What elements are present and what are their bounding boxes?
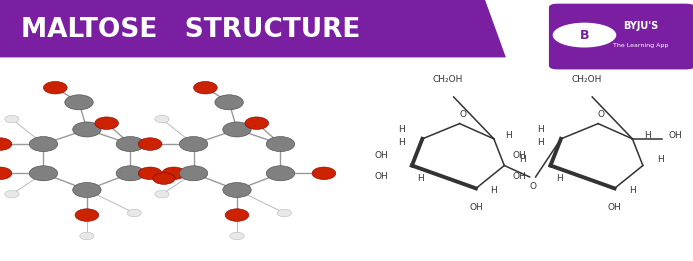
Text: OH: OH xyxy=(513,173,527,181)
Text: H: H xyxy=(556,174,563,183)
Circle shape xyxy=(193,81,218,94)
Circle shape xyxy=(222,182,252,198)
Polygon shape xyxy=(0,0,506,57)
Circle shape xyxy=(73,182,101,198)
Text: OH: OH xyxy=(469,203,483,212)
Circle shape xyxy=(29,137,58,152)
Circle shape xyxy=(139,167,162,180)
Text: H: H xyxy=(491,186,498,195)
Circle shape xyxy=(162,167,186,180)
Text: CH₂OH: CH₂OH xyxy=(571,75,602,84)
Circle shape xyxy=(277,209,292,217)
FancyBboxPatch shape xyxy=(549,4,693,69)
Text: H: H xyxy=(505,130,512,140)
Circle shape xyxy=(0,138,12,150)
Circle shape xyxy=(552,23,616,48)
Circle shape xyxy=(73,122,101,137)
Text: B: B xyxy=(580,28,589,41)
Circle shape xyxy=(266,137,295,152)
Text: O: O xyxy=(597,110,605,118)
Text: OH: OH xyxy=(668,130,682,140)
Text: OH: OH xyxy=(608,203,622,212)
Text: OH: OH xyxy=(513,151,527,161)
Text: H: H xyxy=(644,130,651,140)
Text: OH: OH xyxy=(374,151,388,161)
Circle shape xyxy=(179,137,208,152)
Circle shape xyxy=(153,173,175,184)
Text: H: H xyxy=(536,138,543,147)
Circle shape xyxy=(64,95,94,110)
Circle shape xyxy=(139,138,162,150)
Circle shape xyxy=(116,166,145,181)
Text: H: H xyxy=(519,155,525,164)
Circle shape xyxy=(80,232,94,240)
Circle shape xyxy=(155,191,169,198)
Text: H: H xyxy=(398,125,405,134)
Circle shape xyxy=(222,122,252,137)
Circle shape xyxy=(5,191,19,198)
Circle shape xyxy=(179,166,208,181)
Text: CH₂OH: CH₂OH xyxy=(432,75,463,84)
Circle shape xyxy=(230,232,244,240)
Circle shape xyxy=(312,167,335,180)
Text: OH: OH xyxy=(374,173,388,181)
Circle shape xyxy=(95,117,119,129)
Circle shape xyxy=(245,117,269,129)
Text: O: O xyxy=(529,182,536,191)
Text: BYJU'S: BYJU'S xyxy=(623,21,658,31)
Circle shape xyxy=(29,166,58,181)
Circle shape xyxy=(128,209,141,217)
Circle shape xyxy=(0,167,12,180)
Text: H: H xyxy=(629,186,635,195)
Text: H: H xyxy=(536,125,543,134)
Text: MALTOSE   STRUCTURE: MALTOSE STRUCTURE xyxy=(21,17,360,43)
Circle shape xyxy=(5,115,19,123)
Text: O: O xyxy=(459,110,466,118)
Text: H: H xyxy=(398,138,405,147)
Text: H: H xyxy=(658,155,664,164)
Circle shape xyxy=(225,209,249,221)
Text: H: H xyxy=(417,174,424,183)
Circle shape xyxy=(44,81,67,94)
Circle shape xyxy=(116,137,145,152)
Circle shape xyxy=(266,166,295,181)
Circle shape xyxy=(155,115,169,123)
Circle shape xyxy=(75,209,98,221)
Circle shape xyxy=(215,95,243,110)
Text: The Learning App: The Learning App xyxy=(613,43,668,48)
